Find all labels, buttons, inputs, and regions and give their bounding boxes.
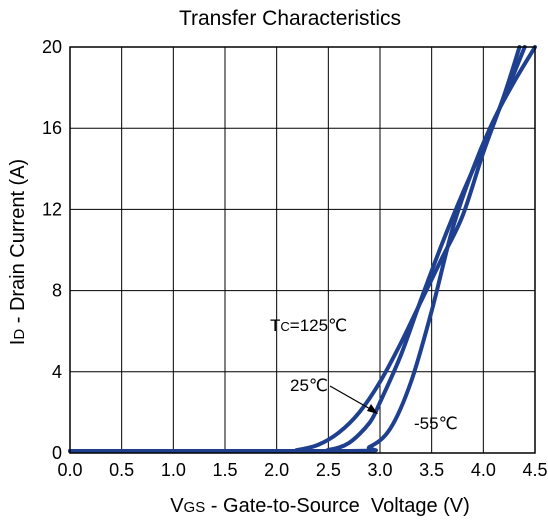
- series-label-125c: TC=125℃: [270, 316, 347, 335]
- y-tick-labels: 0 4 8 12 16 20: [42, 37, 62, 463]
- y-tick-label: 0: [52, 443, 62, 463]
- x-tick-label: 3.0: [367, 460, 392, 480]
- series-label-125c-sub: C: [280, 319, 289, 334]
- series-label-25c-arrow: [329, 385, 373, 411]
- x-tick-label: 2.0: [264, 460, 289, 480]
- x-tick-label: 0.0: [57, 460, 82, 480]
- x-tick-label: 0.5: [109, 460, 134, 480]
- series-label-125c-rest: =125℃: [290, 316, 347, 335]
- series-label-minus55c: -55℃: [414, 414, 458, 433]
- curve-minus55c: [68, 45, 537, 454]
- y-tick-label: 12: [42, 199, 62, 219]
- y-tick-label: 4: [52, 362, 62, 382]
- y-axis-label-sub: D: [11, 329, 28, 340]
- x-tick-label: 1.0: [161, 460, 186, 480]
- series-label-25c-arrowhead: [367, 404, 378, 414]
- y-tick-label: 16: [42, 118, 62, 138]
- y-axis-label-main: I: [7, 340, 29, 346]
- y-axis-label-rest: - Drain Current (A): [7, 159, 29, 329]
- y-tick-label: 20: [42, 37, 62, 57]
- chart-title: Transfer Characteristics: [179, 7, 401, 30]
- series-label-25c: 25℃: [290, 376, 328, 395]
- x-tick-labels: 0.0 0.5 1.0 1.5 2.0 2.5 3.0 3.5 4.0 4.5: [57, 460, 547, 480]
- plot-frame: [69, 46, 536, 454]
- series-label-125c-main: T: [270, 316, 280, 335]
- x-axis-label-sub: GS: [184, 499, 206, 516]
- x-axis-label-main: V: [170, 495, 184, 517]
- x-axis-label-rest: - Gate-to-Source Voltage (V): [205, 495, 470, 517]
- x-tick-label: 1.5: [212, 460, 237, 480]
- x-tick-label: 3.5: [419, 460, 444, 480]
- x-tick-label: 4.0: [471, 460, 496, 480]
- curves: [68, 45, 537, 454]
- x-tick-label: 4.5: [522, 460, 547, 480]
- y-axis-label: ID - Drain Current (A): [7, 159, 29, 345]
- y-tick-label: 8: [52, 281, 62, 301]
- x-tick-label: 2.5: [316, 460, 341, 480]
- x-axis-label: VGS - Gate-to-Source Voltage (V): [170, 495, 470, 517]
